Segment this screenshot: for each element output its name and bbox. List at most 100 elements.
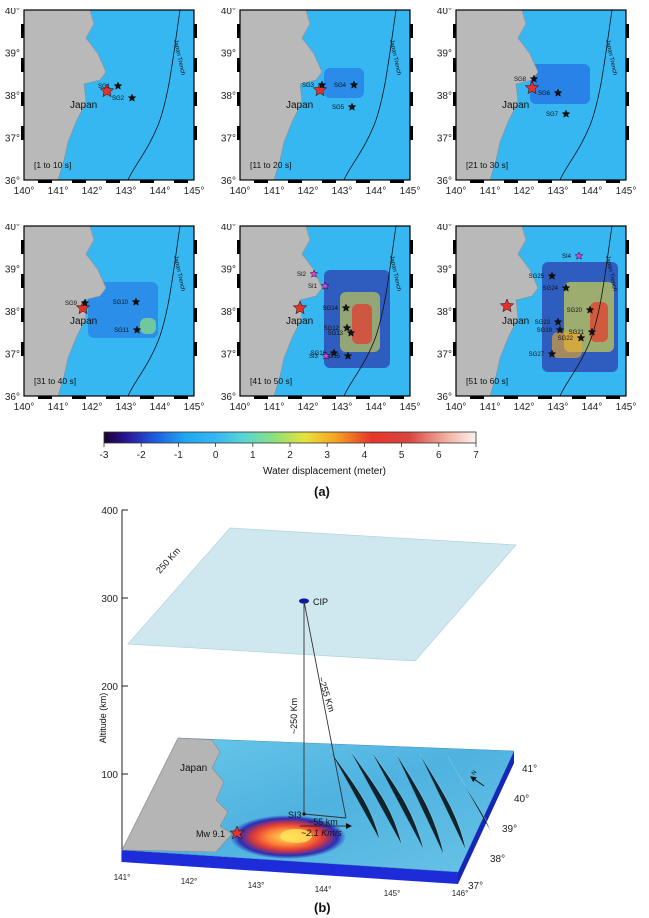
japan-land	[23, 225, 107, 397]
y-axis-ticks	[122, 509, 128, 775]
lon-tick: 143°	[116, 402, 137, 413]
station-label: SG1	[98, 84, 111, 90]
lat-tick-41: 41°	[522, 764, 537, 775]
station-marker	[576, 333, 586, 342]
lat-tick: 36°	[5, 392, 20, 403]
station-marker	[346, 328, 356, 337]
lon-tick: 140°	[446, 402, 467, 413]
colorbar-gradient	[103, 431, 477, 444]
station-label: SG21	[569, 330, 585, 336]
lon-tick: 145°	[616, 402, 637, 413]
japan-land	[23, 9, 107, 181]
lat-tick: 38°	[5, 307, 20, 318]
north-arrow: N	[470, 770, 485, 787]
colorbar-tick: -1	[174, 450, 183, 461]
station-marker	[132, 325, 142, 334]
si3-site	[302, 812, 306, 816]
japan-label-3d: Japan	[180, 763, 207, 774]
japan-land	[455, 9, 539, 181]
japan-trench-line	[127, 9, 181, 181]
lat-tick: 37°	[221, 134, 236, 145]
lat-tick: 39°	[5, 49, 20, 60]
cip-label: CIP	[313, 597, 328, 607]
japan-trench-line	[343, 9, 397, 181]
lon-tick: 140°	[230, 402, 251, 413]
displacement-anomaly	[140, 318, 156, 334]
station-label: SG25	[529, 274, 545, 280]
station-label: SG10	[113, 300, 129, 306]
station-label: SG15	[325, 354, 341, 360]
y-tick-400: 400	[101, 506, 118, 517]
lat-tick: 37°	[5, 350, 20, 361]
lon-tick: 141°	[480, 186, 501, 197]
ionosphere-plane	[127, 527, 517, 662]
station-label: SG9	[65, 301, 78, 307]
colorbar: -3 -2 -1 0 1 2 3 4 5 6 7	[100, 430, 500, 468]
lat-tick: 38°	[437, 307, 452, 318]
lon-tick: 141°	[264, 186, 285, 197]
time-range-label: [21 to 30 s]	[466, 160, 508, 170]
station-label: SG12	[324, 326, 340, 332]
lon-tick: 142°	[82, 186, 103, 197]
lat-tick-37: 37°	[468, 881, 483, 892]
y-tick-200: 200	[101, 682, 118, 693]
station-label: SG4	[334, 83, 347, 89]
map-panel-1: Japan Trench 36° 37° 38° 39° 40° 140° 141° 142° 1…	[0, 8, 210, 208]
epicenter-star	[75, 300, 91, 315]
si3-label: SI3	[288, 810, 302, 820]
station-marker	[347, 102, 357, 111]
lon-tick: 145°	[400, 186, 421, 197]
station-marker	[113, 81, 123, 90]
japan-trench-line	[127, 225, 181, 397]
ray-vertical-label: ~250 Km	[289, 698, 299, 734]
colorbar-label: Water displacement (meter)	[263, 466, 386, 477]
japan-trench-line	[343, 225, 397, 397]
colorbar-tick: 1	[250, 450, 256, 461]
colorbar-tick: 2	[287, 450, 293, 461]
colorbar-tick: 3	[324, 450, 330, 461]
lon-tick: 140°	[14, 186, 35, 197]
station-label: SG11	[114, 328, 130, 334]
colorbar-tick: 5	[399, 450, 405, 461]
lat-tick: 36°	[221, 176, 236, 187]
lon-tick: 143°	[548, 402, 569, 413]
lon-tick: 145°	[616, 186, 637, 197]
station-marker	[127, 93, 137, 102]
seafloor-relief	[329, 749, 491, 856]
ionosphere-3d-schematic: 400 300 200 100 Altitude (km) 250 Km CIP…	[0, 500, 649, 898]
japan-label: Japan	[502, 100, 529, 111]
station-label: SG2	[112, 96, 125, 102]
lon-tick-146: 146°	[452, 889, 469, 898]
time-range-label: [31 to 40 s]	[34, 376, 76, 386]
station-label: SG16	[311, 351, 327, 357]
map-panel-5: Japan Trench 36° 37° 38° 39° 40° 140° 141° 142° 1…	[216, 224, 426, 424]
lat-tick: 36°	[437, 176, 452, 187]
y-tick-300: 300	[101, 594, 118, 605]
lon-tick: 141°	[48, 186, 69, 197]
station-label: SG3	[302, 83, 315, 89]
map-panel-6: Japan Trench 36° 37° 38° 39° 40° 140° 141° 142° 1…	[432, 224, 642, 424]
lat-tick: 40°	[5, 8, 20, 17]
lon-tick: 143°	[332, 186, 353, 197]
station-marker	[349, 80, 359, 89]
station-marker	[547, 271, 557, 280]
station-label: SG27	[529, 352, 545, 358]
station-marker	[574, 251, 584, 260]
japan-landmass	[121, 737, 233, 853]
station-marker	[547, 349, 557, 358]
station-label: SG24	[543, 286, 559, 292]
station-marker	[342, 323, 352, 332]
japan-label: Japan	[286, 100, 313, 111]
lon-tick: 140°	[14, 402, 35, 413]
station-label: SG14	[323, 306, 339, 312]
japan-land	[239, 225, 323, 397]
displacement-anomaly	[352, 304, 372, 344]
colorbar-tick: 6	[436, 450, 442, 461]
colorbar-tick: -3	[100, 450, 109, 461]
station-marker	[320, 281, 330, 290]
lat-tick: 36°	[5, 176, 20, 187]
lon-tick: 144°	[582, 402, 603, 413]
japan-label: Japan	[286, 316, 313, 327]
lat-tick: 39°	[437, 265, 452, 276]
station-marker	[309, 269, 319, 278]
